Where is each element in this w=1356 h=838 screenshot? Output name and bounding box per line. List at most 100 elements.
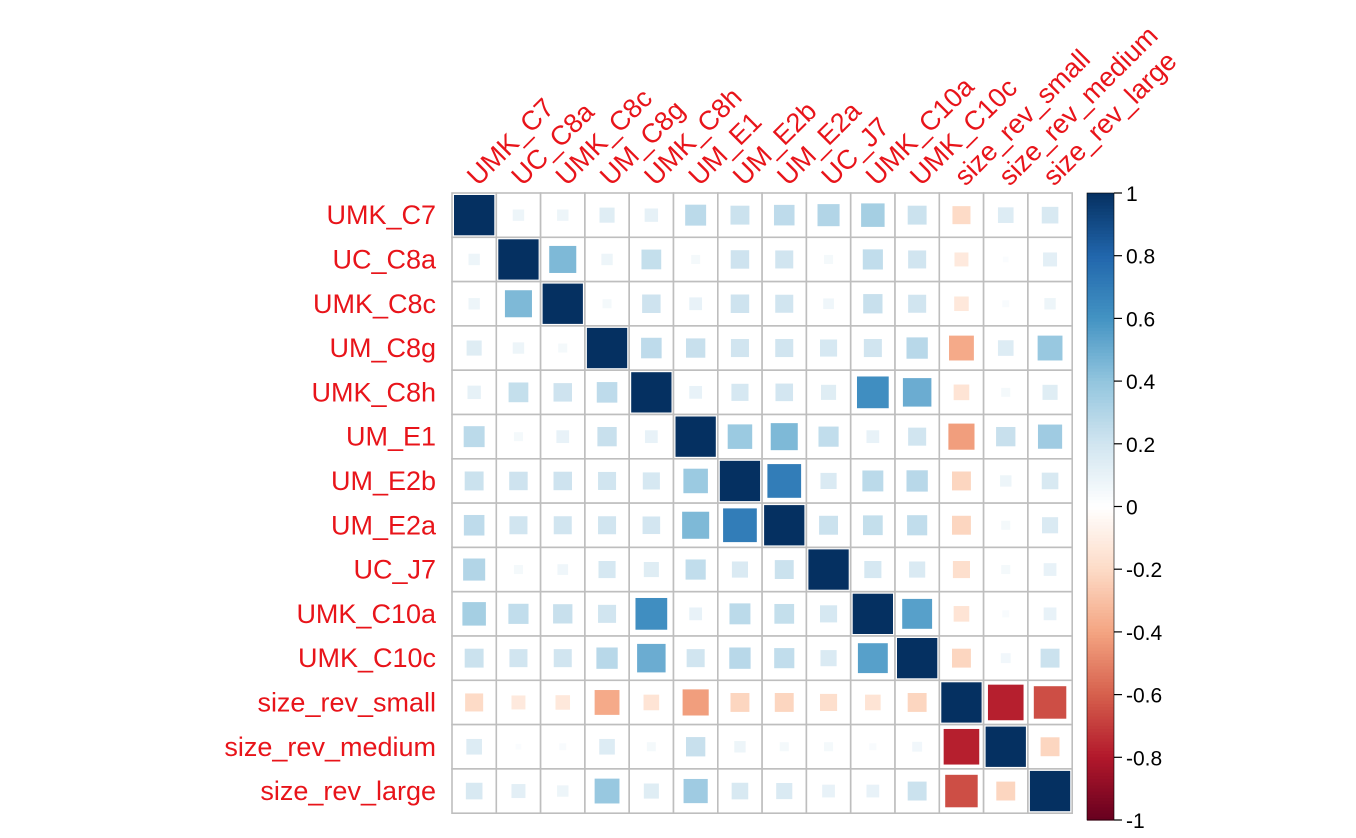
row-label-UM_C8g: UM_C8g xyxy=(329,333,436,363)
correlation-square-UMK_C10c-size_rev_large xyxy=(1040,648,1060,668)
correlation-square-UM_E2b-size_rev_small xyxy=(951,471,971,491)
correlation-square-UMK_C7-size_rev_large xyxy=(1041,206,1059,224)
correlation-square-size_rev_large-UM_E2b xyxy=(731,782,749,800)
correlation-square-UM_E2b-UM_E1 xyxy=(683,468,708,494)
correlation-square-UM_E1-size_rev_small xyxy=(948,423,975,450)
colorbar-segment xyxy=(1087,403,1114,407)
correlation-square-UMK_C10c-UC_C8a xyxy=(509,649,528,668)
colorbar-segment xyxy=(1087,233,1114,238)
correlation-square-UC_C8a-size_rev_medium xyxy=(1002,256,1009,263)
correlation-square-UC_J7-UM_E2a xyxy=(774,560,794,580)
colorbar-segment xyxy=(1087,478,1114,483)
correlation-square-UM_C8g-UMK_C10c xyxy=(906,337,928,359)
colorbar-segment xyxy=(1087,493,1114,498)
correlation-square-size_rev_medium-size_rev_large xyxy=(1040,737,1060,757)
colorbar-segment xyxy=(1087,613,1114,617)
colorbar-segment xyxy=(1087,656,1114,661)
colorbar-segment xyxy=(1087,628,1114,633)
correlation-square-UM_E2a-size_rev_medium xyxy=(1001,520,1011,530)
correlation-square-UMK_C8h-size_rev_medium xyxy=(1001,387,1011,397)
correlation-square-UMK_C10a-UMK_C8c xyxy=(553,604,573,624)
colorbar-segment xyxy=(1087,205,1114,210)
colorbar-segment xyxy=(1087,424,1114,429)
colorbar-segment xyxy=(1087,227,1114,232)
correlation-square-size_rev_small-UMK_C7 xyxy=(465,693,484,712)
correlation-square-UM_E1-UM_C8g xyxy=(597,426,617,447)
colorbar-segment xyxy=(1087,346,1114,351)
correlation-square-UMK_C7-UM_E2b xyxy=(730,205,750,225)
colorbar-segment xyxy=(1087,794,1114,799)
colorbar-segment xyxy=(1087,766,1114,771)
colorbar-segment xyxy=(1087,296,1114,301)
colorbar-segment xyxy=(1087,265,1114,269)
colorbar-segment xyxy=(1087,525,1114,530)
colorbar-segment xyxy=(1087,738,1114,743)
colorbar-segment xyxy=(1087,312,1114,316)
colorbar-segment xyxy=(1087,208,1114,213)
colorbar-segment xyxy=(1087,729,1114,733)
row-label-UM_E1: UM_E1 xyxy=(346,422,436,452)
correlation-square-size_rev_small-UC_J7 xyxy=(820,693,838,711)
correlation-square-size_rev_small-UMK_C8h xyxy=(643,694,660,711)
colorbar-segment xyxy=(1087,522,1114,526)
row-label-UMK_C10a: UMK_C10a xyxy=(296,599,437,629)
colorbar-segment xyxy=(1087,418,1114,423)
correlation-square-UMK_C8c-UM_E2a xyxy=(775,294,794,313)
colorbar-segment xyxy=(1087,625,1114,630)
correlation-square-UM_C8g-UM_E2b xyxy=(730,339,749,358)
colorbar-segment xyxy=(1087,221,1114,225)
colorbar-segment xyxy=(1087,566,1114,570)
colorbar-segment xyxy=(1087,801,1114,805)
colorbar-segment xyxy=(1087,468,1114,473)
correlation-square-size_rev_small-UM_E1 xyxy=(682,689,709,716)
correlation-square-UM_C8g-UC_J7 xyxy=(820,339,838,357)
correlation-square-UMK_C7-size_rev_small xyxy=(952,206,971,225)
colorbar-segment xyxy=(1087,446,1114,451)
colorbar-segment xyxy=(1087,647,1114,652)
correlation-square-UMK_C10a-UMK_C10a xyxy=(852,593,893,634)
colorbar-segment xyxy=(1087,290,1114,294)
correlation-square-UMK_C8c-UMK_C8c xyxy=(542,283,583,324)
correlation-square-UMK_C8h-UMK_C8h xyxy=(631,372,672,413)
correlation-square-UM_C8g-UC_C8a xyxy=(512,342,525,354)
correlation-square-UMK_C7-UM_E2a xyxy=(773,204,795,226)
row-labels: UMK_C7 UC_C8a UMK_C8c UM_C8g UMK_C8h UM_E1 UM_… xyxy=(224,200,437,806)
grid-cell xyxy=(761,192,808,239)
correlation-square-UM_C8g-UMK_C8c xyxy=(558,343,568,353)
colorbar-segment xyxy=(1087,772,1114,777)
colorbar-segment xyxy=(1087,631,1114,636)
colorbar-segment xyxy=(1087,763,1114,768)
colorbar-segment xyxy=(1087,685,1114,689)
correlation-square-UC_J7-UM_E1 xyxy=(685,559,706,580)
correlation-square-UMK_C10c-size_rev_medium xyxy=(1000,653,1011,664)
correlation-square-UMK_C10a-size_rev_medium xyxy=(1002,610,1010,618)
correlation-square-size_rev_medium-size_rev_small xyxy=(943,728,980,765)
colorbar-segment xyxy=(1087,428,1114,432)
colorbar-segment xyxy=(1087,193,1114,197)
correlation-square-UM_C8g-UMK_C8h xyxy=(641,337,662,359)
colorbar-segment xyxy=(1087,785,1114,790)
correlation-square-UM_C8g-UM_E1 xyxy=(685,338,706,358)
correlation-square-UM_E2b-UMK_C10a xyxy=(862,470,884,492)
colorbar-segment xyxy=(1087,409,1114,414)
correlation-square-size_rev_large-size_rev_large xyxy=(1029,770,1071,812)
colorbar-segment xyxy=(1087,606,1114,611)
correlation-square-UC_C8a-UM_E1 xyxy=(691,254,701,264)
correlation-square-UC_J7-size_rev_small xyxy=(952,561,970,579)
correlation-square-UMK_C7-UMK_C8h xyxy=(644,208,659,222)
correlation-square-size_rev_large-UMK_C10a xyxy=(866,784,880,798)
correlation-square-UC_J7-UM_C8g xyxy=(598,561,616,579)
correlation-square-UMK_C8h-UM_C8g xyxy=(596,382,618,403)
colorbar-segment xyxy=(1087,503,1114,508)
correlation-square-UMK_C8c-UMK_C8h xyxy=(642,294,661,313)
colorbar-segment xyxy=(1087,779,1114,783)
colorbar-segment xyxy=(1087,340,1114,345)
colorbar-segment xyxy=(1087,252,1114,257)
correlation-square-UMK_C10c-UMK_C10c xyxy=(897,638,938,679)
correlation-square-UMK_C10c-size_rev_small xyxy=(951,648,971,668)
colorbar-segment xyxy=(1087,318,1114,323)
correlation-square-size_rev_small-UM_E2b xyxy=(730,692,750,712)
row-label-size_rev_large: size_rev_large xyxy=(260,776,436,806)
colorbar-segment xyxy=(1087,475,1114,479)
colorbar-segment xyxy=(1087,440,1114,445)
